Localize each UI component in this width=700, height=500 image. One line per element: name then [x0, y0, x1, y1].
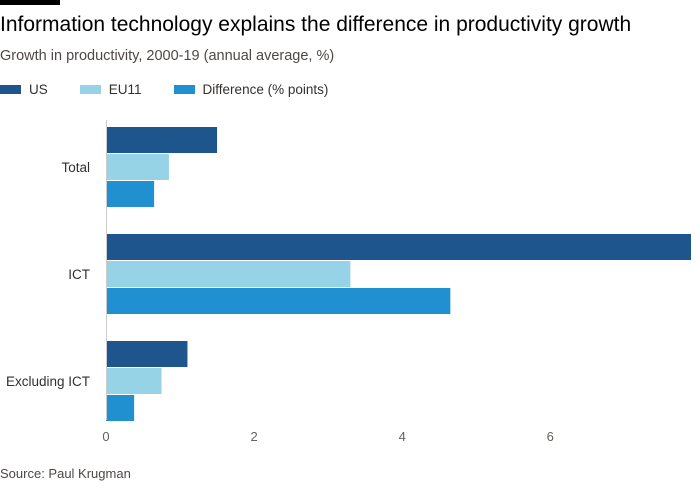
category-label: Total [61, 160, 90, 175]
bar-group [106, 127, 691, 421]
source-note: Source: Paul Krugman [0, 466, 131, 481]
legend-label-us: US [29, 81, 48, 97]
bar-excluding-ict-1 [106, 368, 162, 394]
category-labels: Total ICT Excluding ICT [6, 160, 90, 389]
x-tick-label: 2 [250, 429, 257, 444]
bar-ict-0 [106, 234, 691, 260]
legend-label-difference: Difference (% points) [202, 81, 329, 97]
legend-label-eu11: EU11 [108, 81, 142, 97]
x-axis-ticks: 0 2 4 6 [102, 429, 554, 444]
x-tick-label: 0 [102, 429, 109, 444]
category-label: ICT [68, 267, 90, 282]
chart-legend: US EU11 Difference (% points) [0, 80, 360, 98]
legend-item-us: US [0, 82, 48, 97]
bar-excluding-ict-2 [106, 395, 135, 421]
bar-total-2 [106, 181, 155, 207]
x-tick-label: 6 [547, 429, 554, 444]
legend-swatch-difference [173, 84, 195, 94]
bar-total-0 [106, 127, 218, 153]
legend-item-eu11: EU11 [79, 81, 142, 97]
legend-swatch-us [0, 84, 21, 94]
category-label: Excluding ICT [6, 374, 90, 389]
legend-item-difference: Difference (% points) [173, 81, 329, 97]
header-accent-bar [0, 0, 60, 5]
bar-ict-1 [106, 261, 351, 287]
bar-chart: Total ICT Excluding ICT 0 2 4 6 [6, 120, 691, 444]
chart-subtitle: Growth in productivity, 2000-19 (annual … [0, 48, 335, 64]
chart-title: Information technology explains the diff… [0, 13, 632, 36]
bar-excluding-ict-0 [106, 341, 188, 367]
legend-swatch-eu11 [79, 84, 101, 94]
bar-total-1 [106, 154, 169, 180]
bar-ict-2 [106, 288, 451, 314]
x-tick-label: 4 [399, 429, 406, 444]
